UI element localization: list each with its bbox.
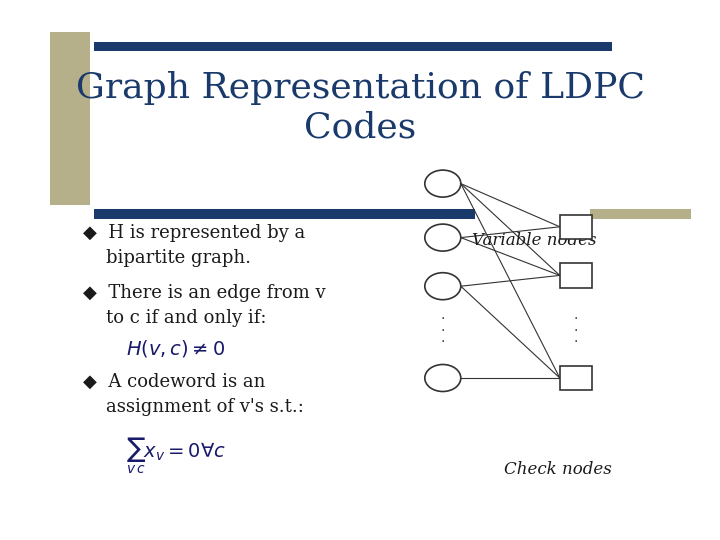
FancyBboxPatch shape bbox=[560, 263, 593, 287]
FancyBboxPatch shape bbox=[50, 32, 90, 205]
Text: .
.
.: . . . bbox=[441, 308, 445, 346]
FancyBboxPatch shape bbox=[560, 214, 593, 239]
Text: ◆  There is an edge from v
    to c if and only if:: ◆ There is an edge from v to c if and on… bbox=[83, 284, 325, 327]
FancyBboxPatch shape bbox=[94, 209, 475, 219]
FancyBboxPatch shape bbox=[560, 366, 593, 390]
Text: ◆  H is represented by a
    bipartite graph.: ◆ H is represented by a bipartite graph. bbox=[83, 224, 305, 267]
Circle shape bbox=[425, 364, 461, 391]
FancyBboxPatch shape bbox=[94, 42, 612, 51]
FancyBboxPatch shape bbox=[590, 209, 691, 219]
Text: Check nodes: Check nodes bbox=[504, 461, 612, 478]
Text: .
.
.: . . . bbox=[574, 308, 578, 346]
Circle shape bbox=[425, 170, 461, 197]
Text: $\sum_{v\,c} x_v = 0 \forall c$: $\sum_{v\,c} x_v = 0 \forall c$ bbox=[126, 436, 226, 476]
Circle shape bbox=[425, 273, 461, 300]
Text: $H(v,c) \neq 0$: $H(v,c) \neq 0$ bbox=[126, 338, 225, 359]
Text: Variable nodes: Variable nodes bbox=[472, 232, 596, 249]
Text: Graph Representation of LDPC
Codes: Graph Representation of LDPC Codes bbox=[76, 71, 644, 145]
Text: ◆  A codeword is an
    assignment of v's s.t.:: ◆ A codeword is an assignment of v's s.t… bbox=[83, 373, 304, 416]
Circle shape bbox=[425, 224, 461, 251]
